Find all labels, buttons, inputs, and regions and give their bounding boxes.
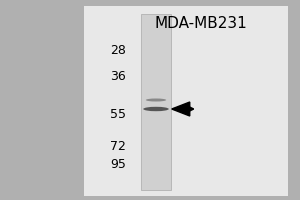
Text: MDA-MB231: MDA-MB231 <box>154 16 248 31</box>
Ellipse shape <box>143 107 169 111</box>
Polygon shape <box>172 102 190 116</box>
Text: 36: 36 <box>110 70 126 82</box>
Ellipse shape <box>146 98 166 102</box>
Text: 28: 28 <box>110 44 126 56</box>
Text: 72: 72 <box>110 140 126 152</box>
Text: 55: 55 <box>110 108 126 120</box>
Bar <box>141 14 171 190</box>
Text: 95: 95 <box>110 158 126 170</box>
FancyBboxPatch shape <box>84 6 288 196</box>
